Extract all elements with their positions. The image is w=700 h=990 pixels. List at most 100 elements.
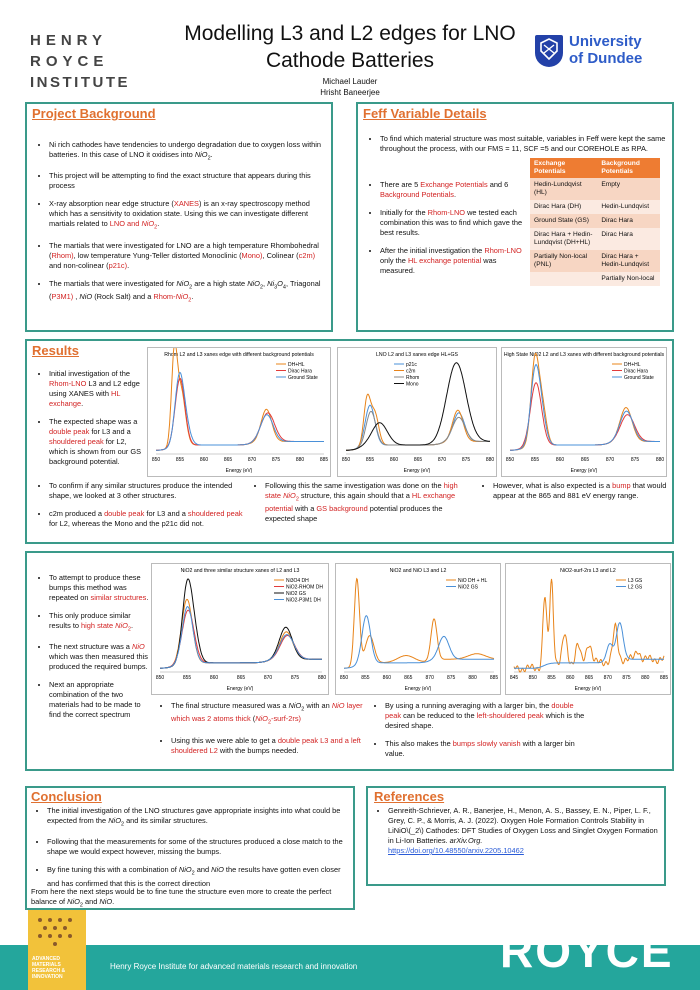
list-item: The final structure measured was a NiO2 … <box>171 701 373 728</box>
table-row: Dirac Hara (DH) Hedin-Lundqvist <box>530 200 660 214</box>
conclusion-bullets: The initial investigation of the LNO str… <box>33 806 351 897</box>
table-cell: Hedin-Lundqvist <box>597 200 660 214</box>
table-header: Background Potentials <box>597 158 660 178</box>
university-line-1: University <box>569 33 642 50</box>
tick-label: 865 <box>404 675 413 681</box>
tick-label: 875 <box>622 675 631 681</box>
table-header: Exchange Potentials <box>530 158 598 178</box>
section-heading: Project Background <box>32 106 156 121</box>
results-bullet-mid: Following this the same investigation wa… <box>251 481 467 532</box>
tick-label: 855 <box>176 457 185 463</box>
list-item: By using a running averaging with a larg… <box>385 701 587 731</box>
tick-label: 850 <box>152 457 161 463</box>
series-line <box>510 382 660 451</box>
chart-title: NiO2 and three similar structure xanes o… <box>181 568 300 574</box>
legend-label: c2m <box>406 369 415 375</box>
tick-label: 855 <box>361 675 370 681</box>
tick-label: 870 <box>604 675 613 681</box>
list-item: Next an appropriate combination of the t… <box>49 680 151 720</box>
table-row: Partially Non-local <box>530 272 660 286</box>
tick-label: 870 <box>438 457 447 463</box>
tick-label: 860 <box>200 457 209 463</box>
series-line <box>344 615 494 669</box>
legend-label: Rhom <box>406 375 419 381</box>
table-cell: Dirac Hara (DH) <box>530 200 598 214</box>
similar-bullets-right: By using a running averaging with a larg… <box>371 701 587 767</box>
tick-label: 875 <box>272 457 281 463</box>
chart-title: NiO2 and NiO L3 and L2 <box>390 568 447 574</box>
tick-label: 875 <box>462 457 471 463</box>
list-item: Using this we were able to get a double … <box>171 736 373 756</box>
amri-line: ADVANCED <box>32 956 60 962</box>
tick-label: 885 <box>320 457 329 463</box>
chart-rhom: Rhom L2 and L3 xanes edge with different… <box>147 347 331 477</box>
tick-label: 865 <box>224 457 233 463</box>
table-cell: Partially Non-local <box>597 272 660 286</box>
list-item: This only produce similar results to hig… <box>49 611 151 634</box>
chart-svg: NiO2 and NiO L3 and L2 850 855 860 865 870 875… <box>340 568 499 692</box>
amri-line: INNOVATION <box>32 974 63 980</box>
authors: Michael Lauder Hrisht Baneerjee <box>165 76 535 98</box>
reference-journal: arXiv.Org <box>449 836 481 845</box>
series-line <box>346 362 490 451</box>
henry-royce-logo: HENRY ROYCE INSTITUTE <box>30 30 140 91</box>
x-axis-label: Energy (eV) <box>226 468 253 474</box>
similar-bullets-left: To attempt to produce these bumps this m… <box>35 573 151 728</box>
list-item: This also makes the bumps slowly vanish … <box>385 739 587 759</box>
university-name: University of Dundee <box>569 33 642 67</box>
section-heading: Feff Variable Details <box>363 106 487 121</box>
list-item: There are 5 Exchange Potentials and 6 Ba… <box>380 180 526 200</box>
footer-bar <box>0 945 700 990</box>
list-item: The next structure was a NiO which was t… <box>49 642 151 672</box>
legend-label: NiO DH + HL <box>458 578 488 584</box>
tick-label: 865 <box>414 457 423 463</box>
table-row: Hedin-Lundqvist (HL) Empty <box>530 178 660 200</box>
tick-label: 850 <box>506 457 515 463</box>
tick-label: 870 <box>606 457 615 463</box>
logo-line-3: INSTITUTE <box>30 74 130 91</box>
amri-line: RESEARCH & <box>32 968 66 974</box>
table-cell: Ground State (GS) <box>530 214 598 228</box>
list-item: To find which material structure was mos… <box>380 134 666 154</box>
table-cell: Hedin-Lundqvist (HL) <box>530 178 598 200</box>
x-axis-label: Energy (eV) <box>575 686 602 692</box>
tick-label: 855 <box>366 457 375 463</box>
series-line <box>344 577 495 669</box>
series-line <box>160 598 322 669</box>
tick-label: 850 <box>340 675 349 681</box>
amri-logo: ADVANCED MATERIALS RESEARCH & INNOVATION <box>28 910 86 990</box>
chart-title: Rhom L2 and L3 xanes edge with different… <box>164 352 314 358</box>
legend-label: NiO2-P3M1 DH <box>286 598 321 604</box>
tick-label: 870 <box>248 457 257 463</box>
list-item: Initial investigation of the Rhom-LNO L3… <box>49 369 147 409</box>
series-line <box>346 410 490 451</box>
legend-label: Ni3O4 DH <box>286 578 309 584</box>
chart-svg: High State NiO2 L2 and L3 xanes with dif… <box>504 352 665 474</box>
amri-line: MATERIALS <box>32 962 61 968</box>
tick-label: 855 <box>531 457 540 463</box>
chart-svg: NiO2 and three similar structure xanes o… <box>156 568 327 692</box>
tick-label: 860 <box>390 457 399 463</box>
legend-label: DH+HL <box>288 362 305 368</box>
results-panel: Results Initial investigation of the Rho… <box>25 339 674 544</box>
legend-label: p21c <box>406 362 417 368</box>
tick-label: 855 <box>183 675 192 681</box>
dots-icon <box>38 918 72 946</box>
table-cell: Dirac Hara <box>597 228 660 250</box>
reference-link[interactable]: https://doi.org/10.48550/arxiv.2205.1046… <box>388 846 524 855</box>
poster-header: HENRY ROYCE INSTITUTE Modelling L3 and L… <box>0 0 700 100</box>
list-item: To attempt to produce these bumps this m… <box>49 573 151 603</box>
tick-label: 860 <box>556 457 565 463</box>
results-bullets-left: Initial investigation of the Rhom-LNO L3… <box>35 369 147 475</box>
series-line <box>510 363 660 451</box>
tick-label: 865 <box>581 457 590 463</box>
tick-label: 875 <box>447 675 456 681</box>
university-line-2: of Dundee <box>569 50 643 67</box>
list-item: After the initial investigation the Rhom… <box>380 246 526 276</box>
logo-line-2: ROYCE <box>30 53 109 70</box>
reference-text: Genreith-Schriever, A. R., Banerjee, H.,… <box>388 806 658 845</box>
tick-label: 885 <box>660 675 669 681</box>
references-panel: References Genreith-Schriever, A. R., Ba… <box>366 786 666 886</box>
list-item: The initial investigation of the LNO str… <box>47 806 351 829</box>
author-1: Michael Lauder <box>322 77 378 86</box>
